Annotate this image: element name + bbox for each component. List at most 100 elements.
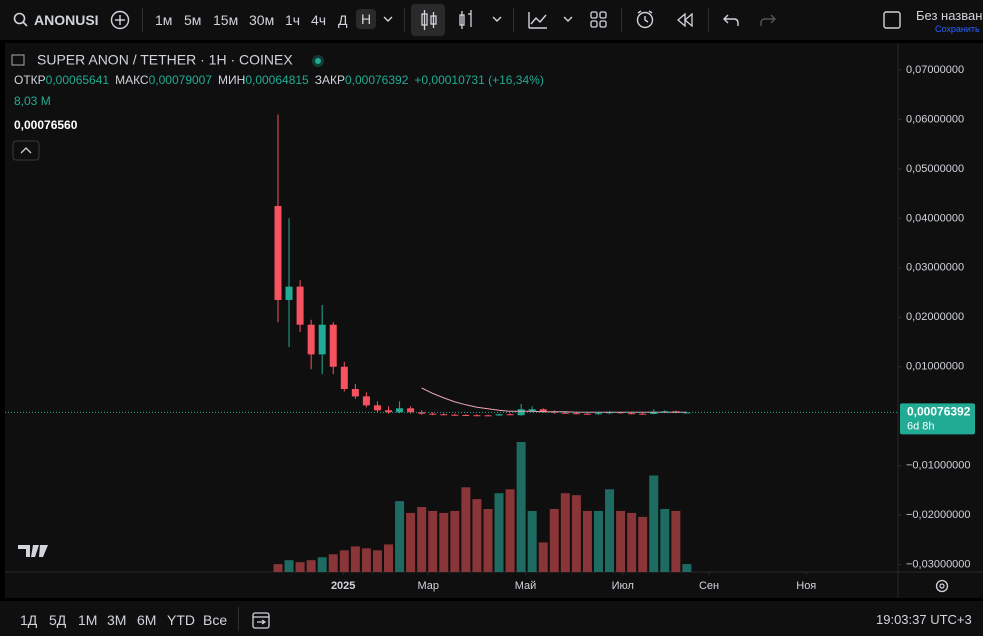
volume-bar [361,548,371,572]
y-tick-label: 0,05000000 [906,163,964,175]
candle-body [473,415,481,417]
indicators-icon[interactable] [527,10,549,30]
replay-icon[interactable] [676,12,694,28]
dropdown[interactable] [491,14,503,24]
goto-date-icon[interactable] [251,610,271,630]
y-tick-label: 0,03000000 [906,262,964,274]
volume-bar [660,508,670,572]
candle-body [396,408,404,413]
volume-bar [549,508,559,572]
candle-body [385,410,393,413]
volume-bar [439,512,449,572]
candle-body [506,414,514,416]
add-symbol[interactable] [110,10,130,30]
y-tick-label: 0,02000000 [906,311,964,323]
x-tick-label: Ноя [796,580,816,592]
volume-bar [328,554,338,572]
interval-selected[interactable]: Н [356,9,377,29]
volume-label: 8,03 M [14,94,51,108]
range[interactable]: 3М [107,612,127,628]
volume-bar [616,510,626,572]
candle-body [462,414,470,416]
bottom-toolbar: 1Д 5Д 1М 3М 6М YTD Все 19:03:37 UTC+3 [0,601,983,636]
layouts-icon[interactable] [590,11,608,29]
interval[interactable]: Д [338,12,348,28]
volume-bar [350,546,360,572]
logo [18,545,48,557]
layout-name[interactable]: Без назван [916,8,983,23]
volume-bar [582,510,592,572]
interval[interactable]: 1м [155,12,173,28]
range[interactable]: 1Д [20,612,38,628]
interval[interactable]: 5м [184,12,202,28]
volume-bar [649,475,659,572]
interval[interactable]: 30м [249,12,275,28]
candle-body [362,396,370,406]
volume-bar [538,542,548,572]
redo-icon [760,14,776,26]
range[interactable]: 1М [78,612,98,628]
symbol-icon [11,54,25,66]
volume-bar [571,495,581,572]
candle-body [418,412,426,414]
candle-body [572,413,580,415]
volume-bar [527,510,537,572]
volume-bar [428,510,438,572]
x-tick-label: Мар [418,580,440,592]
volume-bar [384,544,394,572]
range[interactable]: YTD [167,612,195,628]
x-tick-label: Сен [699,580,719,592]
chart: SUPER ANON / TETHER · 1H · COINEX ОТКР0,… [5,43,983,598]
last-price-box [900,403,975,435]
layout-icon[interactable] [883,11,901,29]
countdown: 6d 8h [907,420,935,432]
collapse-button[interactable] [12,140,40,161]
interval[interactable]: 1ч [285,12,301,28]
last-price-label: 0,00076392 [907,405,971,419]
search-icon[interactable] [13,12,29,28]
settings-icon [939,583,945,589]
dropdown[interactable] [562,14,574,24]
interval[interactable]: 4ч [311,12,327,28]
undo-icon[interactable] [722,12,740,28]
volume-bar [627,512,637,572]
volume-bar [317,557,327,572]
candle-body [340,366,348,389]
range[interactable]: 6М [137,612,157,628]
volume-bar [450,510,460,572]
candle-body [296,286,304,325]
candle-body [307,324,315,355]
chart-panel [5,43,983,598]
volume-bar [505,489,515,572]
volume-bar [372,550,382,572]
save-status: Сохранить [935,24,980,34]
interval[interactable]: 15м [213,12,239,28]
candle-body [539,409,547,412]
bars-icon[interactable] [457,9,477,31]
volume-bar [273,564,283,572]
volume-bar [406,512,416,572]
y-tick-label: 0,06000000 [906,113,964,125]
range[interactable]: Все [203,612,228,628]
candle-body [451,414,459,416]
y-tick-label: −0,03000000 [906,558,971,570]
settings-icon[interactable] [935,579,949,593]
candle-body [594,413,602,415]
symbol[interactable]: ANONUSI [34,12,99,28]
dropdown[interactable] [382,14,394,24]
volume-bar [295,562,305,572]
volume-bar [605,489,615,572]
candle-body [495,414,503,416]
chart-type-selected[interactable] [411,4,445,36]
y-tick-label: 0,07000000 [906,64,964,76]
overlay-line [421,387,687,413]
candle-body [484,415,492,417]
y-tick-label: −0,02000000 [906,509,971,521]
alert-icon[interactable] [635,9,657,31]
range[interactable]: 5Д [49,612,67,628]
chart-title: SUPER ANON / TETHER · 1H · COINEX [37,52,293,68]
volume-bar [494,493,504,572]
candles-icon[interactable] [419,9,439,31]
candle-body [606,412,614,414]
